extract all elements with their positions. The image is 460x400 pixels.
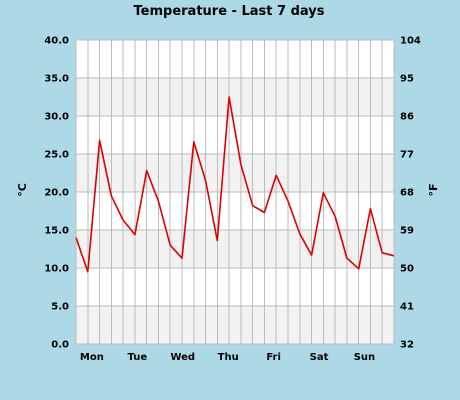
x-tick-label: Fri xyxy=(266,352,281,363)
left-y-tick-label: 15.0 xyxy=(44,226,69,237)
right-y-tick-label: 86 xyxy=(400,112,414,123)
x-tick-label: Mon xyxy=(80,352,104,363)
temperature-series-line xyxy=(75,96,395,273)
right-y-tick-label: 95 xyxy=(400,74,414,85)
x-tick-label: Sat xyxy=(310,352,329,363)
grid-band xyxy=(76,154,394,192)
left-y-tick-label: 30.0 xyxy=(44,112,69,123)
grid-band xyxy=(76,306,394,344)
right-axis-label: °F xyxy=(427,183,440,196)
grid-band xyxy=(76,230,394,268)
x-tick-label: Thu xyxy=(218,352,239,363)
right-y-tick-label: 32 xyxy=(400,340,414,351)
grid-band xyxy=(76,78,394,116)
left-y-tick-label: 0.0 xyxy=(51,340,69,351)
left-axis-ticks: 0.0 5.0 10.0 15.0 20.0 25.0 30.0 35.0 40.0 xyxy=(44,36,69,351)
right-y-tick-label: 59 xyxy=(400,226,414,237)
right-y-tick-label: 77 xyxy=(400,150,414,161)
left-axis-label: °C xyxy=(16,183,29,197)
right-y-tick-label: 50 xyxy=(400,264,414,275)
horizontal-grid xyxy=(76,39,394,345)
x-tick-label: Sun xyxy=(354,352,375,363)
left-y-tick-label: 10.0 xyxy=(44,264,69,275)
chart-title: Temperature - Last 7 days xyxy=(134,4,325,19)
right-axis-ticks: 32 41 50 59 68 77 86 95 104 xyxy=(400,36,421,351)
left-y-tick-label: 20.0 xyxy=(44,188,69,199)
left-y-tick-label: 25.0 xyxy=(44,150,69,161)
alternating-bands xyxy=(76,78,394,344)
left-y-tick-label: 5.0 xyxy=(51,302,69,313)
x-tick-label: Tue xyxy=(128,352,148,363)
right-y-tick-label: 68 xyxy=(400,188,414,199)
series-layer xyxy=(75,96,395,273)
x-tick-label: Wed xyxy=(170,352,195,363)
x-axis-ticks: Mon Tue Wed Thu Fri Sat Sun xyxy=(80,352,375,363)
left-y-tick-label: 40.0 xyxy=(44,36,69,47)
left-y-tick-label: 35.0 xyxy=(44,74,69,85)
right-y-tick-label: 104 xyxy=(400,36,421,47)
right-y-tick-label: 41 xyxy=(400,302,414,313)
